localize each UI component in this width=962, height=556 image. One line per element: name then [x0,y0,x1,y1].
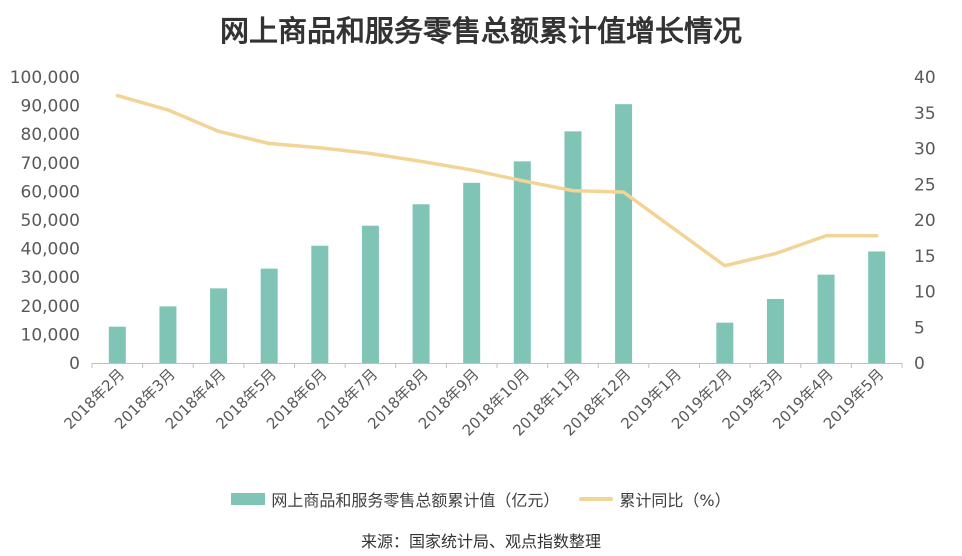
right-y-axis: 0 5 10 15 20 25 30 35 40 [914,68,936,374]
bar [615,104,633,364]
bar [716,322,734,363]
left-y-tick-label: 100,000 [10,68,80,88]
legend-line-swatch [579,497,614,501]
bar [463,182,481,363]
line-series [115,93,879,268]
legend-item-line: 累计同比（%） [579,487,731,511]
bar [412,204,430,363]
right-y-tick-label: 10 [914,283,936,303]
left-y-tick-label: 70,000 [21,154,80,174]
left-y-tick-label: 20,000 [21,297,80,317]
right-y-tick-label: 20 [914,211,936,231]
left-y-tick-label: 50,000 [21,211,80,231]
right-y-tick-label: 5 [914,318,925,338]
right-y-tick-label: 40 [914,68,936,88]
left-y-tick-label: 80,000 [21,125,80,145]
chart-title: 网上商品和服务零售总额累计值增长情况 [219,14,742,48]
bar [766,298,784,363]
legend-bar-swatch [231,493,266,505]
bar [108,326,126,363]
bar [868,251,886,363]
bar [361,225,379,363]
legend-bar-label: 网上商品和服务零售总额累计值（亿元） [271,491,560,510]
legend-item-bar: 网上商品和服务零售总额累计值（亿元） [231,487,559,511]
x-axis: 2018年2月2018年3月2018年4月2018年5月2018年6月2018年… [60,363,903,440]
left-y-tick-label: 30,000 [21,268,80,288]
bar [564,131,582,363]
right-y-tick-label: 0 [914,354,925,374]
right-y-tick-label: 30 [914,140,936,160]
right-y-tick-label: 25 [914,175,936,195]
bar [260,268,278,363]
left-y-tick-label: 10,000 [21,325,80,345]
left-y-axis: 0 10,000 20,000 30,000 40,000 50,000 60,000 70,… [10,68,80,374]
bar-series [108,104,886,364]
line-path [115,93,879,268]
bar [817,274,835,363]
legend-line-label: 累计同比（%） [619,491,731,510]
bar [311,245,329,363]
right-y-tick-label: 15 [914,247,936,267]
left-y-tick-label: 0 [69,354,80,374]
left-y-tick-label: 90,000 [21,97,80,117]
bar [159,306,177,363]
source-note: 来源：国家统计局、观点指数整理 [360,532,601,551]
legend: 网上商品和服务零售总额累计值（亿元） 累计同比（%） [0,487,962,511]
bar [513,161,531,363]
right-y-tick-label: 35 [914,104,936,124]
left-y-tick-label: 40,000 [21,240,80,260]
bar [210,288,228,363]
left-y-tick-label: 60,000 [21,182,80,202]
